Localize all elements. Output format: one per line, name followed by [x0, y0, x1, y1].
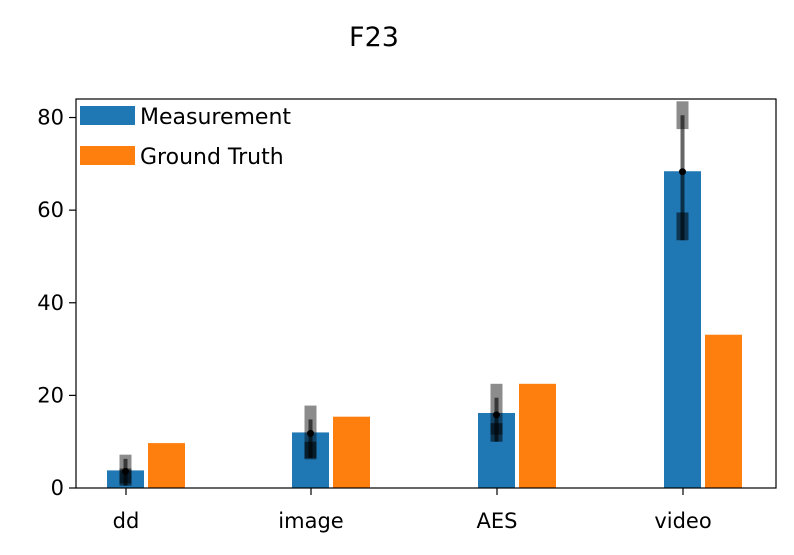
error-point-image: [307, 429, 314, 437]
y-tick-label: 20: [37, 383, 64, 407]
y-tick-label: 40: [37, 291, 64, 315]
legend-swatch-ground-truth: [80, 146, 135, 165]
error-point-dd: [122, 467, 129, 475]
error-point-AES: [493, 411, 500, 419]
x-tick-label: image: [278, 509, 343, 533]
axes: 0 20 40 60 80 dd image AES video: [37, 98, 777, 533]
y-tick-label: 0: [51, 476, 64, 500]
legend-label-measurement: Measurement: [140, 105, 291, 130]
chart-title: F23: [349, 22, 399, 53]
bar-ground-truth-image: [333, 416, 370, 488]
legend-label-ground-truth: Ground Truth: [140, 145, 284, 170]
x-tick-label: video: [654, 509, 711, 533]
bar-ground-truth-video: [705, 334, 742, 488]
bar-ground-truth-AES: [519, 383, 556, 488]
error-point-video: [679, 168, 686, 176]
x-tick-label: AES: [477, 509, 518, 533]
legend-swatch-measurement: [80, 106, 135, 125]
bar-ground-truth-dd: [148, 443, 185, 488]
axes-frame: [75, 98, 777, 489]
y-tick-label: 60: [37, 198, 64, 222]
x-tick-label: dd: [113, 509, 140, 533]
legend: Measurement Ground Truth: [80, 105, 291, 170]
plot-area: [107, 101, 742, 488]
y-tick-label: 80: [37, 106, 64, 130]
